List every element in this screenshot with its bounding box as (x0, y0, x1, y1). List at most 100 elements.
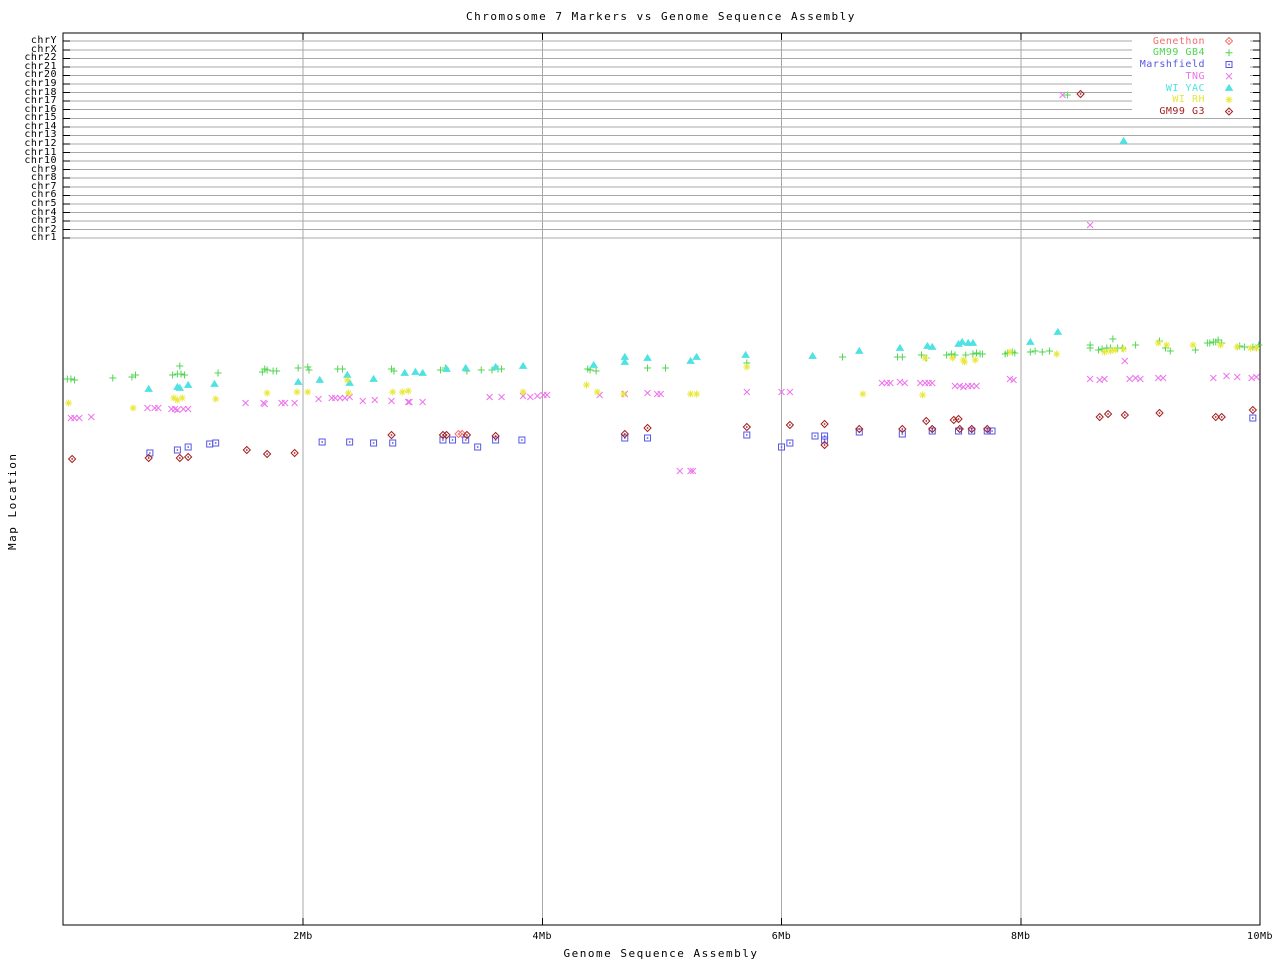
point-wi-rh (344, 389, 352, 397)
y-tick-label-chr17: chr17 (24, 95, 57, 107)
point-gm99-g3 (262, 449, 272, 459)
legend-label-gm99-gb4: GM99 GB4 (1152, 47, 1205, 59)
point-tng (644, 389, 651, 397)
point-tng (901, 379, 909, 387)
point-wi-yac (1053, 327, 1063, 335)
point-tng (1233, 373, 1241, 381)
point-gm99-g3 (742, 422, 752, 432)
plot-border (62, 32, 1261, 926)
point-tng (71, 414, 78, 422)
point-marshfield (1249, 414, 1257, 422)
point-tng (968, 382, 976, 390)
x-tick-label-10Mb: 10Mb (1246, 931, 1274, 942)
y-tick-label-chr21: chr21 (24, 60, 57, 72)
point-marshfield (318, 438, 326, 446)
point-marshfield (811, 432, 819, 440)
point-gm99-g3 (1211, 412, 1220, 422)
point-marshfield (462, 436, 470, 444)
point-wi-rh (593, 388, 601, 396)
point-gm99-gb4 (488, 366, 496, 374)
point-wi-rh (1246, 344, 1254, 352)
point-tng (346, 393, 354, 401)
point-marshfield (644, 434, 652, 442)
y-tick-label-chr4: chr4 (30, 206, 57, 218)
point-gm99-gb4 (978, 350, 986, 358)
x-tick-label-6Mb: 6Mb (771, 931, 792, 942)
point-gm99-gb4 (661, 364, 669, 372)
point-gm99-g3 (144, 453, 153, 463)
point-wi-rh (949, 354, 957, 362)
point-gm99-gb4 (132, 371, 140, 379)
point-tng (687, 467, 694, 475)
point-gm99-gb4 (177, 370, 185, 378)
y-tick-label-chr9: chr9 (30, 163, 57, 175)
point-gm99-gb4 (1109, 335, 1117, 343)
point-tng (87, 413, 95, 421)
point-tng (657, 390, 665, 398)
x-tick-label-8Mb: 8Mb (1010, 931, 1031, 942)
point-wi-rh (743, 363, 751, 371)
point-gm99-g3 (928, 424, 937, 434)
point-gm99-g3 (491, 431, 500, 441)
y-tick-label-chr18: chr18 (24, 86, 57, 98)
point-tng (261, 400, 269, 408)
legend-marker-gm99-g3 (1224, 107, 1234, 116)
point-gm99-g3 (1248, 405, 1258, 415)
y-tick-label-chr10: chr10 (24, 155, 57, 167)
y-tick-label-chr15: chr15 (24, 112, 57, 124)
point-tng (174, 406, 181, 414)
point-wi-yac (491, 362, 500, 370)
point-gm99-g3 (1155, 408, 1164, 418)
point-wi-yac (400, 368, 409, 376)
point-wi-yac (293, 377, 303, 385)
point-gm99-g3 (462, 430, 472, 440)
legend-marker-genethon (1224, 36, 1234, 46)
point-wi-yac (957, 337, 967, 345)
point-wi-rh (1163, 341, 1171, 349)
point-wi-rh (859, 390, 867, 398)
point-tng (916, 379, 924, 387)
point-tng (973, 382, 980, 390)
point-gm99-g3 (949, 415, 958, 425)
point-tng (486, 393, 493, 401)
legend-marker-tng (1225, 72, 1233, 80)
point-wi-yac (808, 351, 817, 359)
y-tick-label-chr6: chr6 (30, 189, 57, 201)
point-tng (388, 397, 395, 405)
point-wi-yac (210, 379, 219, 387)
point-gm99-gb4 (128, 373, 136, 381)
point-tng (242, 399, 249, 407)
point-gm99-g3 (785, 420, 795, 430)
point-wi-rh (583, 381, 591, 389)
point-tng (1154, 374, 1162, 382)
point-marshfield (518, 436, 526, 444)
point-tng (171, 405, 179, 413)
point-tng (291, 399, 298, 407)
legend-marker-wi-rh (1225, 96, 1233, 104)
point-wi-yac (895, 343, 905, 351)
point-gm99-gb4 (1132, 341, 1140, 349)
point-marshfield (988, 427, 996, 435)
point-gm99-gb4 (839, 353, 847, 361)
point-gm99-g3 (967, 424, 976, 434)
point-wi-rh (971, 356, 979, 364)
point-wi-rh (1100, 348, 1108, 356)
point-wi-rh (1006, 348, 1014, 356)
point-gm99-g3 (820, 440, 829, 450)
point-wi-yac (643, 353, 652, 361)
point-gm99-g3 (1120, 410, 1130, 420)
point-wi-rh (389, 388, 397, 396)
y-tick-label-chrX: chrX (30, 43, 57, 55)
point-tng (315, 395, 322, 403)
y-tick-label-chr14: chr14 (24, 120, 57, 132)
point-gm99-g3 (183, 452, 193, 462)
y-tick-label-chr5: chr5 (30, 197, 57, 209)
point-gm99-g3 (1217, 412, 1226, 422)
point-wi-rh (129, 404, 137, 412)
y-tick-label-chr2: chr2 (30, 223, 57, 235)
point-tng (359, 397, 367, 405)
point-gm99-g3 (983, 424, 992, 434)
legend-marker-gm99-gb4 (1225, 49, 1233, 57)
point-wi-rh (404, 387, 412, 395)
point-gm99-gb4 (273, 367, 281, 375)
